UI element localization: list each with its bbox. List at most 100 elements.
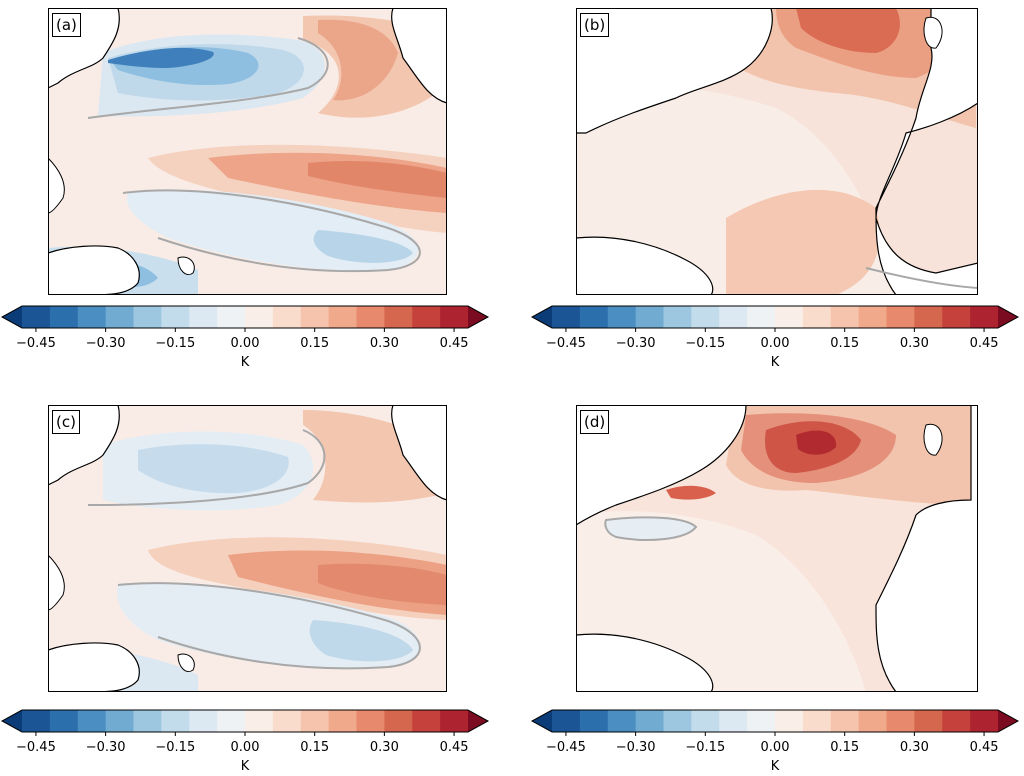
colorbar-tick-label: 0.45 — [970, 740, 999, 755]
colorbar-tick-label: 0.45 — [440, 740, 469, 755]
colorbar-segment — [356, 710, 385, 732]
colorbar-segment — [300, 710, 330, 732]
colorbar-tick-label: 0.15 — [830, 336, 859, 351]
colorbar-segment — [440, 306, 469, 328]
colorbar-extend-max — [998, 306, 1018, 328]
colorbar-segment — [300, 306, 330, 328]
colorbar-tick-label: 0.15 — [830, 740, 859, 755]
colorbar-segment — [663, 306, 692, 328]
colorbar-segment — [775, 306, 804, 328]
colorbar-segment — [579, 710, 609, 732]
colorbar-svg: −0.45 −0.30 −0.15 0.00 0.15 0.30 0.45 K — [0, 305, 490, 370]
colorbar-segment — [635, 710, 664, 732]
atlantic-anomaly-map — [576, 405, 978, 692]
colorbar-extend-max — [998, 710, 1018, 732]
colorbar-bottom-right: −0.45 −0.30 −0.15 0.00 0.15 0.30 0.45 K — [530, 709, 1022, 776]
colorbar-segment — [914, 306, 943, 328]
colorbar-segment — [747, 710, 776, 732]
colorbar-tick-label: −0.15 — [155, 336, 195, 351]
colorbar-segment — [328, 710, 357, 732]
colorbar-segment — [942, 306, 971, 328]
colorbar-segment — [858, 710, 887, 732]
colorbar-segment — [189, 306, 218, 328]
panel-label: (d) — [580, 410, 610, 434]
colorbar-segment — [161, 710, 190, 732]
colorbar-tick-label: 0.00 — [761, 740, 790, 755]
colorbar-segment — [49, 710, 79, 732]
colorbar-svg: −0.45 −0.30 −0.15 0.00 0.15 0.30 0.45 K — [530, 709, 1020, 774]
colorbar-tick-label: −0.45 — [16, 336, 56, 351]
colorbar-segment — [328, 306, 357, 328]
colorbar-unit-label: K — [241, 759, 250, 774]
colorbar-segment — [105, 710, 134, 732]
colorbar-segment — [133, 710, 162, 732]
map-panel-c — [48, 405, 447, 692]
colorbar-segment — [217, 710, 246, 732]
colorbar-extend-min — [532, 710, 552, 732]
colorbar-tick-label: 0.30 — [370, 740, 399, 755]
colorbar-segment — [77, 710, 107, 732]
colorbar-extend-min — [2, 306, 22, 328]
colorbar-segment — [161, 306, 190, 328]
colorbar-segment — [663, 710, 692, 732]
colorbar-tick-label: −0.30 — [616, 740, 656, 755]
colorbar-tick-label: 0.45 — [440, 336, 469, 351]
colorbar-tick-label: −0.30 — [86, 740, 126, 755]
colorbar-tick-label: 0.15 — [300, 740, 329, 755]
colorbar-segment — [579, 306, 609, 328]
colorbar-segment — [133, 306, 162, 328]
panel-label: (a) — [52, 13, 81, 37]
colorbar-tick-label: −0.45 — [546, 740, 586, 755]
colorbar-outline — [0, 709, 490, 733]
colorbar-segment — [356, 306, 385, 328]
colorbar-segment — [217, 306, 246, 328]
colorbar-svg: −0.45 −0.30 −0.15 0.00 0.15 0.30 0.45 K — [0, 709, 490, 774]
colorbar-segment — [440, 710, 469, 732]
colorbar-segment — [970, 306, 999, 328]
colorbar-segment — [412, 306, 441, 328]
colorbar-extend-min — [2, 710, 22, 732]
colorbar-segment — [552, 306, 581, 328]
colorbar-segment — [886, 710, 915, 732]
colorbar-segment — [719, 306, 748, 328]
colorbar-bottom-left: −0.45 −0.30 −0.15 0.00 0.15 0.30 0.45 K — [0, 709, 492, 776]
colorbar-extend-max — [468, 710, 488, 732]
colorbar-segment — [22, 710, 51, 732]
colorbar-segment — [802, 710, 832, 732]
colorbar-svg: −0.45 −0.30 −0.15 0.00 0.15 0.30 0.45 K — [530, 305, 1020, 370]
atlantic-anomaly-map — [576, 8, 978, 295]
colorbar-tick-label: −0.45 — [16, 740, 56, 755]
colorbar-top-right: −0.45 −0.30 −0.15 0.00 0.15 0.30 0.45 K — [530, 305, 1022, 372]
map-panel-b — [576, 8, 978, 295]
colorbar-tick-label: 0.30 — [900, 740, 929, 755]
colorbar-segment — [830, 306, 860, 328]
colorbar-segment — [552, 710, 581, 732]
colorbar-segment — [802, 306, 832, 328]
colorbar-segment — [914, 710, 943, 732]
colorbar-top-left: −0.45 −0.30 −0.15 0.00 0.15 0.30 0.45 K — [0, 305, 492, 372]
colorbar-segment — [719, 710, 748, 732]
colorbar-segment — [384, 710, 413, 732]
colorbar-tick-label: 0.30 — [370, 336, 399, 351]
colorbar-segment — [384, 306, 413, 328]
colorbar-segment — [635, 306, 664, 328]
colorbar-tick-label: −0.15 — [685, 336, 725, 351]
colorbar-tick-label: 0.15 — [300, 336, 329, 351]
colorbar-tick-label: −0.15 — [155, 740, 195, 755]
colorbar-segment — [245, 306, 274, 328]
colorbar-unit-label: K — [771, 355, 780, 370]
colorbar-segment — [49, 306, 79, 328]
colorbar-outline — [530, 305, 1020, 329]
colorbar-segment — [189, 710, 218, 732]
colorbar-tick-label: 0.00 — [231, 740, 260, 755]
colorbar-tick-label: 0.30 — [900, 336, 929, 351]
colorbar-segment — [691, 306, 720, 328]
panel-label: (b) — [580, 13, 610, 37]
colorbar-segment — [105, 306, 134, 328]
colorbar-segment — [970, 710, 999, 732]
colorbar-unit-label: K — [241, 355, 250, 370]
panel-label: (c) — [52, 410, 80, 434]
map-panel-a — [48, 8, 447, 295]
colorbar-segment — [607, 710, 637, 732]
colorbar-tick-label: −0.30 — [616, 336, 656, 351]
